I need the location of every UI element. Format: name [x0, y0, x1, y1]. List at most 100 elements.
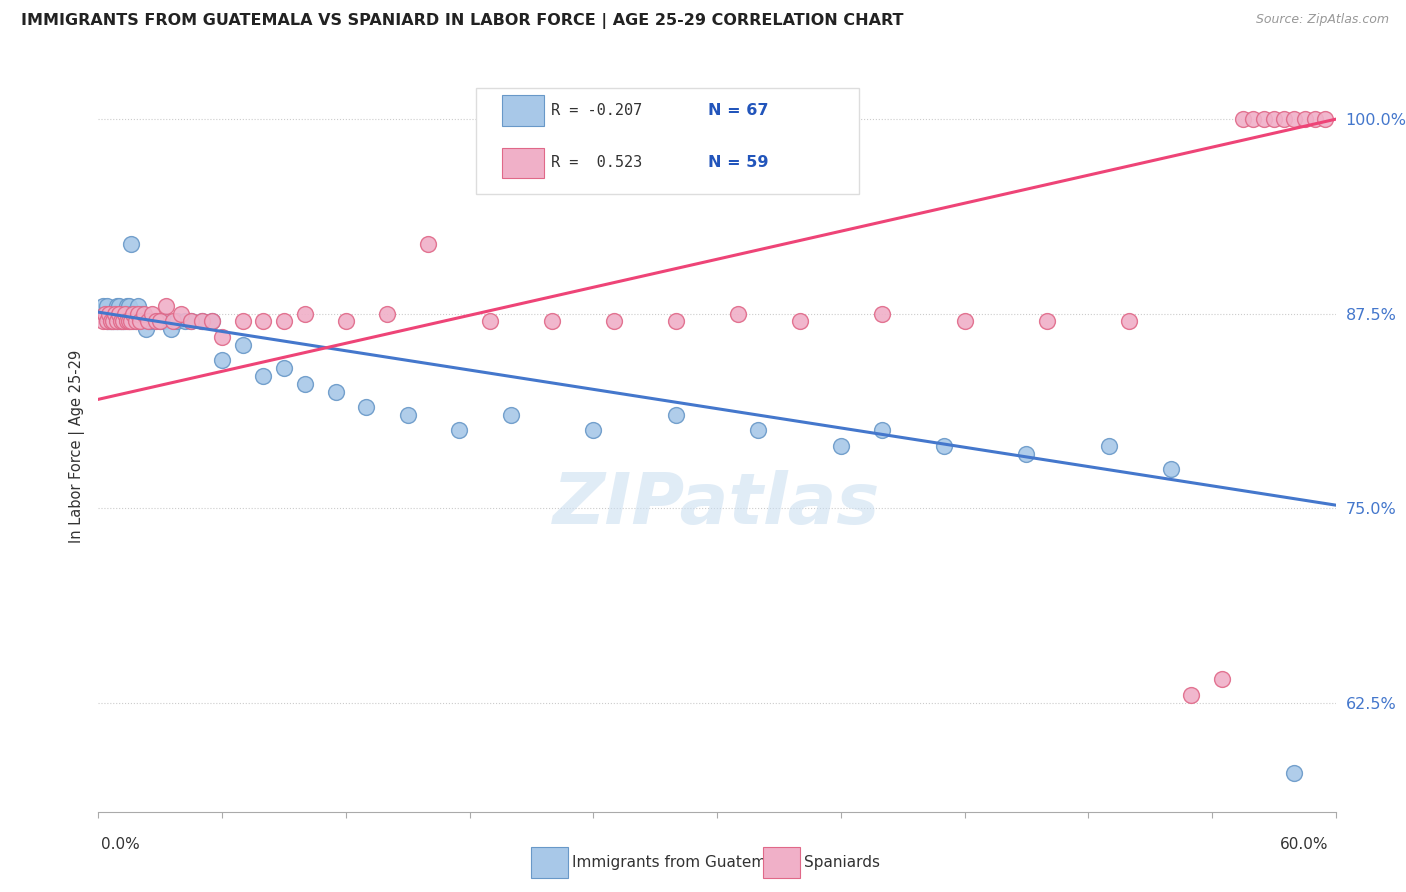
Point: [112, 314, 135, 328]
Point: [153, 314, 176, 328]
Point: [375, 307, 398, 321]
Text: 0.0%: 0.0%: [101, 837, 141, 852]
FancyBboxPatch shape: [502, 95, 544, 126]
Point: [1118, 314, 1140, 328]
Point: [112, 314, 135, 328]
Point: [149, 314, 172, 328]
Point: [396, 408, 419, 422]
Point: [110, 307, 132, 321]
Point: [145, 314, 167, 328]
Point: [162, 314, 184, 328]
Point: [273, 314, 295, 328]
Point: [120, 236, 142, 251]
Text: N = 67: N = 67: [709, 103, 769, 118]
Point: [108, 299, 131, 313]
Point: [789, 314, 811, 328]
Point: [128, 314, 150, 328]
Point: [135, 322, 157, 336]
Point: [201, 314, 224, 328]
Point: [120, 314, 142, 328]
Point: [830, 439, 852, 453]
Point: [108, 307, 131, 321]
Point: [1160, 462, 1182, 476]
Point: [120, 307, 142, 321]
Point: [1263, 112, 1285, 127]
Point: [139, 314, 162, 328]
FancyBboxPatch shape: [475, 87, 859, 194]
Point: [105, 299, 128, 313]
Point: [101, 314, 124, 328]
Point: [294, 376, 316, 391]
Point: [117, 314, 139, 328]
Point: [141, 307, 163, 321]
Point: [101, 314, 124, 328]
Point: [166, 314, 188, 328]
Text: ZIPatlas: ZIPatlas: [554, 470, 880, 539]
Point: [170, 307, 193, 321]
Point: [211, 353, 233, 368]
Point: [104, 314, 127, 328]
Point: [356, 400, 378, 414]
Point: [499, 408, 522, 422]
Point: [93, 307, 115, 321]
Point: [132, 307, 155, 321]
Point: [211, 330, 233, 344]
Point: [97, 314, 120, 328]
Point: [1098, 439, 1121, 453]
Point: [1211, 673, 1233, 687]
Point: [114, 307, 136, 321]
Point: [201, 314, 224, 328]
Point: [449, 424, 471, 438]
Point: [174, 314, 197, 328]
Point: [104, 307, 127, 321]
Point: [747, 424, 769, 438]
Point: [96, 299, 118, 313]
Point: [132, 314, 155, 328]
Point: [180, 314, 202, 328]
Point: [190, 314, 212, 328]
Point: [953, 314, 976, 328]
Point: [582, 424, 605, 438]
Point: [1284, 765, 1306, 780]
Point: [114, 307, 136, 321]
Text: IMMIGRANTS FROM GUATEMALA VS SPANIARD IN LABOR FORCE | AGE 25-29 CORRELATION CHA: IMMIGRANTS FROM GUATEMALA VS SPANIARD IN…: [21, 13, 904, 29]
Point: [105, 314, 128, 328]
Point: [665, 408, 688, 422]
Point: [1232, 112, 1254, 127]
Point: [232, 314, 254, 328]
Point: [97, 307, 120, 321]
Point: [149, 314, 172, 328]
Point: [143, 314, 166, 328]
Point: [110, 314, 132, 328]
Point: [1303, 112, 1326, 127]
Point: [96, 314, 118, 328]
Text: R =  0.523: R = 0.523: [551, 155, 643, 170]
Point: [100, 314, 122, 328]
Point: [110, 314, 132, 328]
Point: [418, 236, 440, 251]
Point: [128, 314, 150, 328]
Point: [93, 307, 115, 321]
Point: [124, 314, 146, 328]
Point: [122, 314, 145, 328]
Point: [1284, 112, 1306, 127]
Y-axis label: In Labor Force | Age 25-29: In Labor Force | Age 25-29: [69, 350, 84, 542]
Text: Source: ZipAtlas.com: Source: ZipAtlas.com: [1256, 13, 1389, 27]
Point: [1036, 314, 1059, 328]
Point: [108, 314, 131, 328]
Point: [1241, 112, 1264, 127]
Point: [127, 307, 149, 321]
Point: [1253, 112, 1275, 127]
Text: Immigrants from Guatemala: Immigrants from Guatemala: [572, 855, 790, 870]
Point: [932, 439, 955, 453]
Point: [665, 314, 688, 328]
Point: [114, 314, 136, 328]
Point: [100, 314, 122, 328]
Point: [155, 299, 177, 313]
Point: [1272, 112, 1295, 127]
Point: [870, 307, 893, 321]
Point: [1294, 112, 1316, 127]
Point: [335, 314, 357, 328]
Point: [118, 314, 141, 328]
Point: [325, 384, 347, 399]
